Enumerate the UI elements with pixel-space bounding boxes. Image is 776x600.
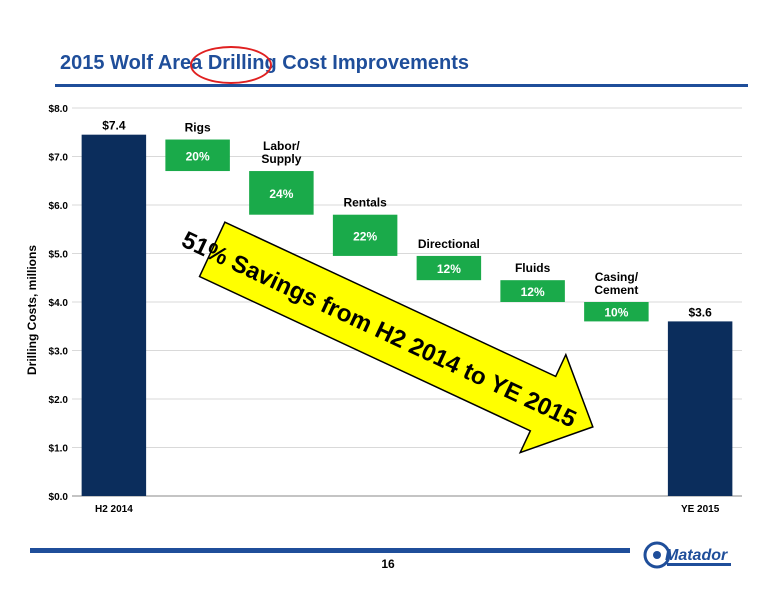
category-label: Directional	[418, 237, 480, 251]
matador-logo: Matador	[643, 541, 731, 569]
x-axis-labels: H2 2014 YE 2015	[95, 504, 720, 515]
y-tick-label: $8.0	[49, 104, 69, 115]
category-label: Labor/	[263, 139, 300, 153]
category-label: Rentals	[343, 196, 387, 210]
category-label: Cement	[594, 283, 638, 297]
data-label: $7.4	[102, 119, 126, 133]
bars: $7.4 20% Rigs 24% Labor/Supply 22% Rentals 12% D…	[81, 119, 733, 497]
category-label: Supply	[261, 152, 301, 166]
title-divider	[55, 84, 748, 87]
bar-rigs	[165, 139, 230, 172]
svg-text:Matador: Matador	[665, 547, 728, 564]
bar-labor-supply	[249, 171, 314, 215]
y-tick-label: $0.0	[49, 492, 69, 503]
y-tick-label: $6.0	[49, 201, 69, 212]
category-label: Rigs	[185, 121, 211, 135]
percent-label: 22%	[353, 229, 377, 243]
percent-label: 12%	[437, 262, 461, 276]
x-tick-label: YE 2015	[681, 504, 720, 515]
annotation-circle	[190, 46, 272, 84]
y-axis-ticks: $0.0 $1.0 $2.0 $3.0 $4.0 $5.0 $6.0 $7.0 $8.0	[49, 104, 69, 503]
y-tick-label: $2.0	[49, 395, 69, 406]
bar-h2-2014	[81, 134, 147, 497]
bar-rentals	[332, 214, 398, 256]
waterfall-chart: $0.0 $1.0 $2.0 $3.0 $4.0 $5.0 $6.0 $7.0 $8.0 $7.…	[25, 104, 742, 515]
category-label: Casing/	[595, 270, 639, 284]
footer-divider	[30, 548, 630, 553]
percent-label: 24%	[269, 187, 293, 201]
bar-ye-2015	[667, 321, 733, 496]
category-label: Fluids	[515, 261, 551, 275]
y-axis-label: Drilling Costs, millions	[25, 245, 39, 375]
logo-wheel-icon	[643, 541, 671, 569]
y-tick-label: $4.0	[49, 298, 69, 309]
savings-arrow-shape	[198, 221, 594, 454]
y-tick-label: $5.0	[49, 250, 69, 261]
y-tick-label: $1.0	[49, 444, 69, 455]
x-tick-label: H2 2014	[95, 504, 133, 515]
bar-casing-cement	[584, 302, 649, 322]
gridlines	[72, 107, 742, 497]
page-number: 16	[381, 557, 395, 571]
y-tick-label: $3.0	[49, 347, 69, 358]
bar-directional	[416, 255, 482, 281]
percent-label: 20%	[186, 149, 210, 163]
data-label: $3.6	[688, 305, 712, 319]
percent-label: 12%	[521, 285, 545, 299]
savings-callout-text: 51% Savings from H2 2014 to YE 2015	[177, 226, 580, 433]
bar-fluids	[500, 280, 565, 302]
percent-label: 10%	[604, 306, 628, 320]
y-tick-label: $7.0	[49, 153, 69, 164]
